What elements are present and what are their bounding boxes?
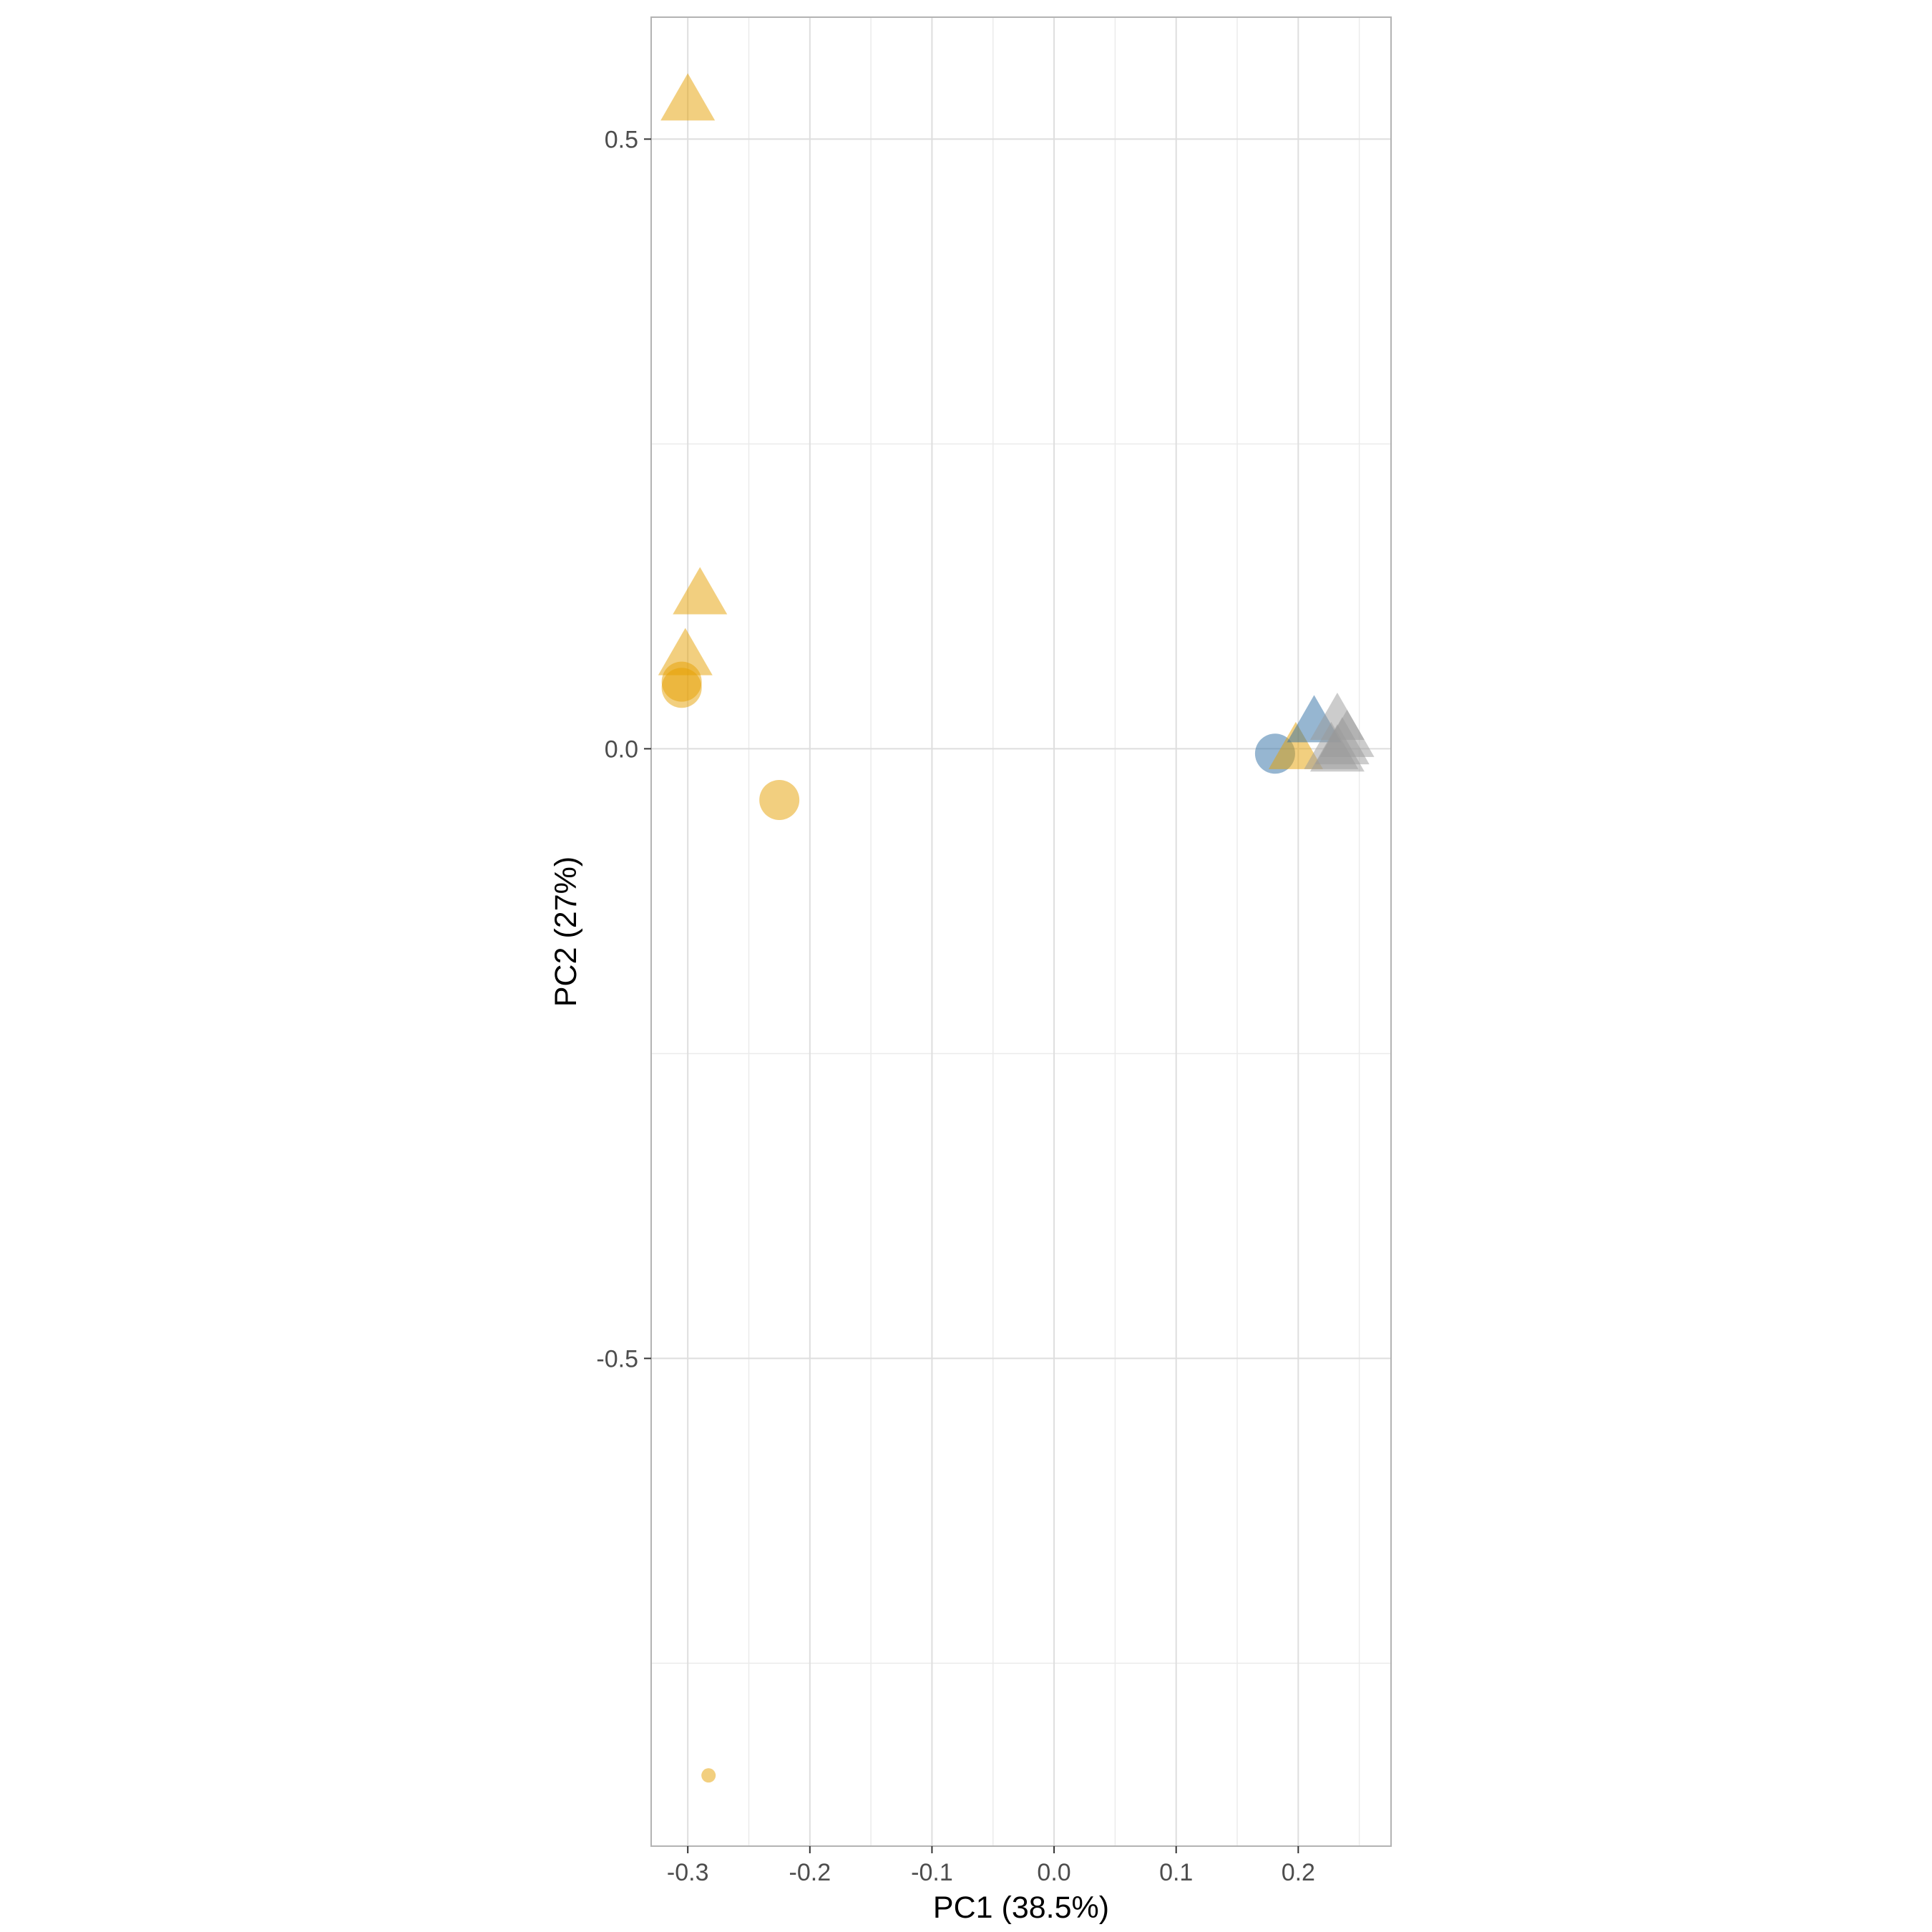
data-point [701, 1768, 716, 1783]
x-tick-label: -0.3 [667, 1859, 709, 1886]
x-tick-label: 0.2 [1282, 1859, 1315, 1886]
x-tick-label: 0.0 [1037, 1859, 1070, 1886]
data-point [661, 668, 702, 708]
x-tick-label: -0.2 [789, 1859, 831, 1886]
plot-panel [651, 17, 1391, 1846]
data-point [673, 567, 728, 615]
minor-gridlines [651, 17, 1391, 1846]
data-points [658, 73, 1375, 1783]
y-axis-ticks: -0.5 0.0 0.5 [596, 126, 651, 1372]
data-point [1314, 717, 1370, 765]
y-tick-label: 0.0 [605, 736, 638, 763]
data-point [660, 73, 716, 121]
data-point [759, 779, 800, 820]
x-axis-ticks: -0.3 -0.2 -0.1 0.0 0.1 0.2 [667, 1846, 1315, 1886]
x-tick-label: -0.1 [911, 1859, 953, 1886]
y-axis-title: PC2 (27%) [549, 857, 583, 1007]
data-point [1268, 721, 1323, 769]
plot-border [650, 16, 1392, 1847]
x-tick-label: 0.1 [1159, 1859, 1193, 1886]
data-point [658, 628, 713, 675]
y-tick-label: 0.5 [605, 126, 638, 153]
major-gridlines [651, 17, 1391, 1846]
y-tick-label: -0.5 [596, 1345, 638, 1372]
x-axis-title: PC1 (38.5%) [933, 1890, 1109, 1925]
